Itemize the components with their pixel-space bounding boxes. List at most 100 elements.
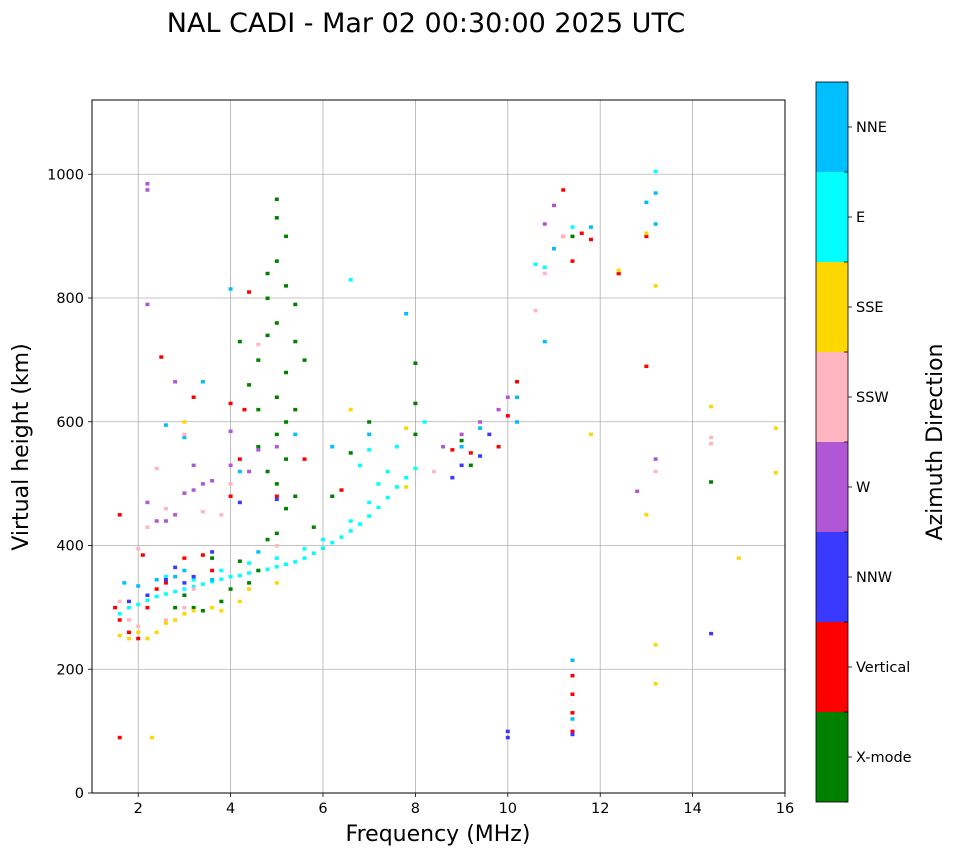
data-point xyxy=(653,191,658,195)
data-point xyxy=(468,451,473,455)
data-point xyxy=(247,290,252,294)
data-point xyxy=(126,630,131,635)
colorbar-segment xyxy=(816,172,848,262)
data-point xyxy=(173,605,178,610)
data-point xyxy=(173,574,178,579)
data-point xyxy=(274,445,279,449)
data-point xyxy=(542,222,547,226)
y-tick-label: 0 xyxy=(75,786,84,802)
data-point xyxy=(265,537,270,542)
data-point xyxy=(163,578,168,582)
data-point xyxy=(404,426,409,430)
data-point xyxy=(274,432,279,437)
data-point xyxy=(145,188,150,192)
data-point xyxy=(302,358,307,362)
data-point xyxy=(237,599,242,604)
data-point xyxy=(515,395,520,399)
colorbar-category-label: SSE xyxy=(856,300,884,316)
data-point xyxy=(228,587,233,591)
data-point xyxy=(163,621,168,625)
data-point xyxy=(413,432,418,437)
data-point xyxy=(247,581,252,585)
data-point xyxy=(256,445,261,449)
data-point xyxy=(242,407,247,412)
y-tick-label: 400 xyxy=(56,539,84,555)
data-point xyxy=(191,463,196,468)
data-point xyxy=(533,262,538,266)
data-point xyxy=(200,509,205,514)
plot-frame xyxy=(91,99,786,794)
data-point xyxy=(284,420,289,424)
data-point xyxy=(117,513,122,517)
data-point xyxy=(182,605,187,610)
series-ssw xyxy=(117,234,714,628)
data-point xyxy=(210,579,215,584)
data-point xyxy=(219,608,224,613)
data-point xyxy=(302,556,307,560)
data-point xyxy=(376,505,381,510)
data-point xyxy=(126,605,131,610)
data-point xyxy=(348,519,353,523)
data-point xyxy=(191,605,196,610)
data-point xyxy=(140,553,145,557)
x-tick-label: 10 xyxy=(499,801,517,817)
x-tick-label: 8 xyxy=(411,801,420,817)
x-tick-label: 2 xyxy=(134,801,143,817)
data-point xyxy=(265,469,270,474)
data-point xyxy=(552,203,556,208)
data-point xyxy=(228,494,233,498)
data-point xyxy=(145,605,150,610)
data-point xyxy=(653,457,658,461)
data-point xyxy=(117,618,122,622)
data-point xyxy=(542,271,547,276)
data-point xyxy=(173,565,178,570)
data-point xyxy=(126,599,131,604)
data-point xyxy=(228,574,233,579)
colorbar-category-label: E xyxy=(856,210,865,226)
data-point xyxy=(163,581,168,585)
data-point xyxy=(284,457,289,461)
data-point xyxy=(228,401,233,406)
data-point xyxy=(542,339,547,344)
data-point xyxy=(394,445,399,449)
data-point xyxy=(570,234,575,239)
data-point xyxy=(256,448,261,452)
data-point xyxy=(265,567,270,572)
data-point xyxy=(163,592,168,596)
data-point xyxy=(284,562,289,567)
data-point xyxy=(644,513,649,517)
colorbar-label: Azimuth Direction xyxy=(923,343,948,540)
data-point xyxy=(284,284,289,288)
data-point xyxy=(404,475,409,480)
data-point xyxy=(348,277,353,282)
data-point xyxy=(505,729,510,734)
data-point xyxy=(293,302,298,307)
data-point xyxy=(228,287,233,291)
data-point xyxy=(552,247,556,251)
colorbar-category-label: X-mode xyxy=(856,750,912,766)
data-point xyxy=(200,608,205,613)
data-point xyxy=(274,216,279,220)
data-point xyxy=(182,435,187,440)
data-point xyxy=(182,581,187,585)
data-point xyxy=(228,429,233,434)
data-point xyxy=(274,497,279,502)
series-nnw xyxy=(126,432,714,740)
data-point xyxy=(367,448,372,452)
data-point xyxy=(274,565,279,569)
series-w xyxy=(145,182,658,523)
data-point xyxy=(247,571,252,575)
data-point xyxy=(182,432,187,437)
data-point xyxy=(265,333,270,338)
data-point xyxy=(163,506,168,511)
colorbar-segment xyxy=(816,82,848,172)
y-tick-label: 1000 xyxy=(47,167,84,183)
data-point xyxy=(274,494,279,498)
data-point xyxy=(644,234,649,239)
data-point xyxy=(330,540,335,545)
data-point xyxy=(413,361,418,365)
data-point xyxy=(505,395,510,399)
data-point xyxy=(122,581,127,585)
data-point xyxy=(136,584,141,588)
colorbar-segment xyxy=(816,262,848,352)
